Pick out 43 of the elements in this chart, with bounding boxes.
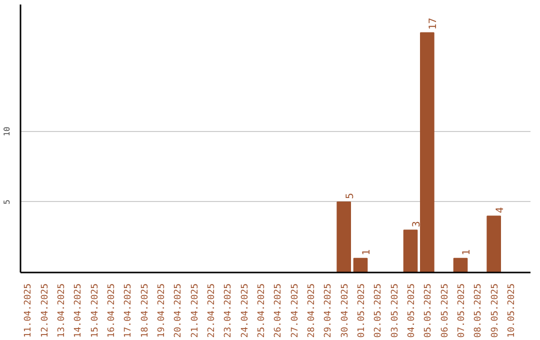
x-tick-label: 14.04.2025 — [74, 283, 84, 338]
data-label: 4 — [494, 207, 506, 214]
data-label: 1 — [362, 249, 372, 256]
x-tick-label: 27.04.2025 — [290, 283, 300, 338]
x-tick-label: 24.04.2025 — [240, 283, 250, 338]
data-label: 5 — [344, 192, 356, 199]
x-tick-label: 15.04.2025 — [90, 283, 100, 338]
x-tick-label: 25.04.2025 — [257, 283, 267, 338]
x-tick-label: 16.04.2025 — [107, 283, 117, 338]
x-tick-label: 13.04.2025 — [57, 283, 67, 338]
x-tick-label: 01.05.2025 — [357, 283, 367, 338]
x-tick-label: 12.04.2025 — [40, 283, 50, 338]
x-tick-label: 11.04.2025 — [24, 283, 34, 338]
x-tick-label: 20.04.2025 — [174, 283, 184, 338]
data-label: 3 — [412, 221, 422, 228]
x-tick-label: 02.05.2025 — [374, 283, 384, 338]
data-label: 17 — [428, 18, 440, 30]
bar — [453, 258, 468, 272]
data-label: 1 — [462, 249, 472, 256]
x-tick-label: 17.04.2025 — [124, 283, 134, 338]
x-tick-label: 21.04.2025 — [190, 283, 200, 338]
x-tick-label: 29.04.2025 — [324, 283, 334, 338]
x-tick-label: 23.04.2025 — [224, 283, 234, 338]
bar — [403, 230, 418, 272]
x-tick-label: 05.05.2025 — [424, 283, 434, 338]
x-tick-label: 30.04.2025 — [340, 283, 350, 338]
x-tick-label: 26.04.2025 — [274, 283, 284, 338]
x-tick-label: 10.05.2025 — [507, 283, 517, 338]
bar — [353, 258, 368, 272]
bar — [336, 201, 351, 272]
x-tick-label: 19.04.2025 — [157, 283, 167, 338]
x-tick-label: 07.05.2025 — [457, 283, 467, 338]
bar — [486, 216, 501, 272]
x-tick-label: 22.04.2025 — [207, 283, 217, 338]
x-tick-label: 04.05.2025 — [407, 283, 417, 338]
y-tick-label: 10 — [2, 126, 12, 136]
x-tick-label: 06.05.2025 — [440, 283, 450, 338]
x-tick-label: 08.05.2025 — [474, 283, 484, 338]
x-tick-label: 28.04.2025 — [307, 283, 317, 338]
bar — [420, 32, 434, 272]
x-tick-label: 18.04.2025 — [140, 283, 150, 338]
x-tick-label: 09.05.2025 — [490, 283, 500, 338]
x-tick-label: 03.05.2025 — [390, 283, 400, 338]
